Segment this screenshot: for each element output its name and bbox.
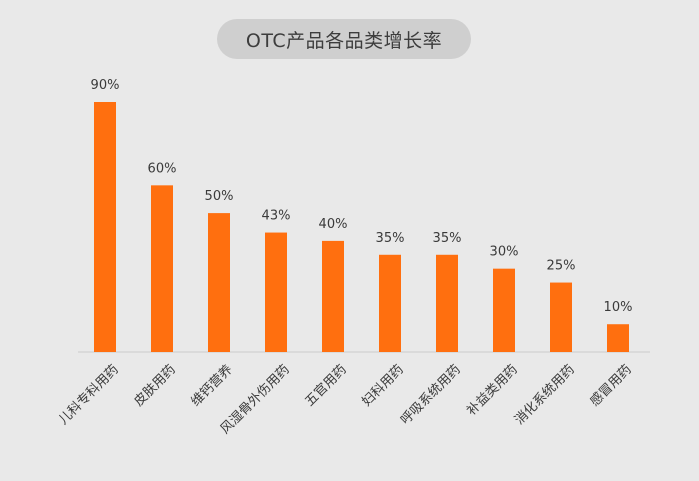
x-tick-label: 妇科用药 xyxy=(359,362,407,410)
data-label: 43% xyxy=(262,209,291,224)
data-label: 25% xyxy=(547,259,576,274)
bar xyxy=(208,213,230,352)
x-tick-label: 消化系统用药 xyxy=(512,362,578,428)
x-tick-label: 补益类用药 xyxy=(464,362,521,419)
x-tick-label: 感冒用药 xyxy=(587,362,635,410)
data-label: 40% xyxy=(319,217,348,232)
data-label: 60% xyxy=(148,161,177,176)
bar xyxy=(151,185,173,352)
data-label: 30% xyxy=(490,245,519,260)
bar xyxy=(322,240,344,352)
x-tick-label: 五官用药 xyxy=(302,362,350,410)
chart-title-text: OTC产品各品类增长率 xyxy=(245,29,443,52)
data-label: 90% xyxy=(91,78,120,93)
bar xyxy=(379,254,401,352)
data-label: 35% xyxy=(376,231,405,246)
x-tick-label: 儿科专科用药 xyxy=(56,362,122,428)
data-label: 50% xyxy=(205,189,234,204)
bar xyxy=(493,268,515,352)
data-label: 35% xyxy=(433,231,462,246)
bar xyxy=(94,102,116,352)
x-tick-label: 维钙营养 xyxy=(188,362,236,410)
data-label: 10% xyxy=(604,300,633,315)
bar xyxy=(265,232,287,352)
chart-title: OTC产品各品类增长率 xyxy=(217,19,471,59)
bar xyxy=(436,254,458,352)
x-tick-label: 呼吸系统用药 xyxy=(398,362,464,428)
x-tick-label: 皮肤用药 xyxy=(131,362,178,409)
bar xyxy=(607,324,629,352)
bar xyxy=(550,282,572,352)
